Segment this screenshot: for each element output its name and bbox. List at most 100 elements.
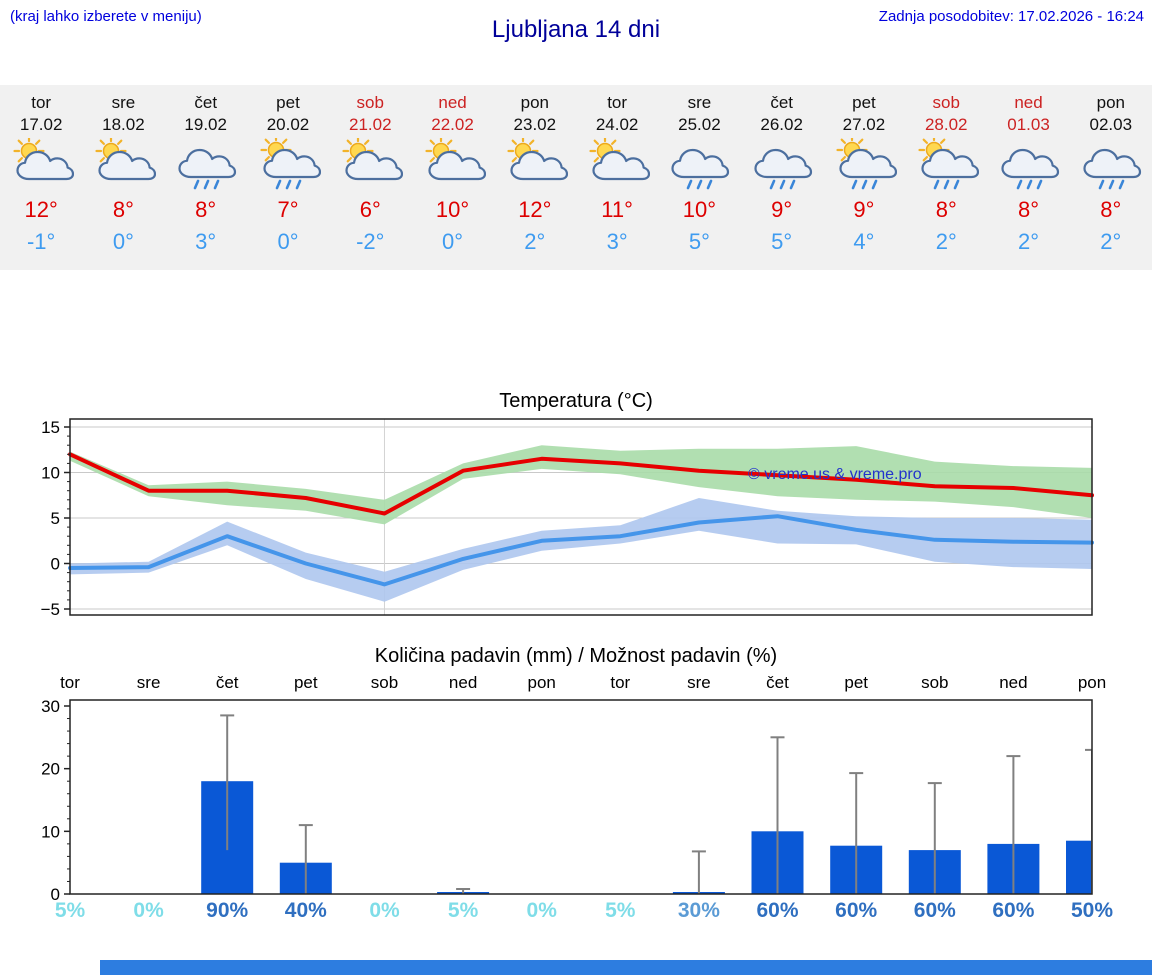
cloud-rain-icon	[1070, 138, 1152, 196]
temp-max: 8°	[1017, 197, 1040, 222]
temp-max: 8°	[112, 197, 134, 222]
precip-day-label: pon	[528, 673, 556, 692]
precip-probability: 60%	[992, 899, 1034, 922]
day-name: čet	[770, 93, 794, 112]
min-temperature-range-band	[70, 498, 1092, 602]
day-date: 01.03	[1007, 115, 1050, 134]
temp-min: 0°	[442, 229, 464, 254]
cloud-rain-icon	[741, 138, 823, 196]
day-name: pet	[276, 93, 300, 112]
temp-max: 12°	[24, 197, 58, 222]
precip-probability: 60%	[835, 899, 877, 922]
day-date: 20.02	[266, 115, 310, 134]
precip-day-label: sob	[371, 673, 398, 692]
precip-probability: 60%	[756, 899, 798, 922]
precip-probability: 40%	[285, 899, 327, 922]
precip-y-tick: 0	[51, 885, 60, 904]
temp-max: 7°	[277, 197, 299, 222]
page-title: Ljubljana 14 dni	[491, 16, 661, 43]
forecast-day[interactable]: sob 28.02 8° 2°	[905, 85, 987, 270]
max-temperature-range-band	[70, 445, 1092, 525]
forecast-day[interactable]: čet 19.02 8° 3°	[165, 85, 247, 270]
cloud-rain-icon	[658, 138, 740, 196]
day-date: 18.02	[102, 115, 145, 134]
forecast-day[interactable]: sob 21.02 6° -2°	[329, 85, 411, 270]
forecast-day[interactable]: pet 27.02 9° 4°	[823, 85, 905, 270]
forecast-day[interactable]: ned 22.02 10° 0°	[411, 85, 493, 270]
forecast-day[interactable]: sre 25.02 10° 5°	[658, 85, 740, 270]
precip-probability: 30%	[678, 899, 720, 922]
watermark: © vreme.us & vreme.pro	[748, 466, 922, 483]
temperature-chart-title: Temperatura (°C)	[499, 390, 653, 412]
sun-cloud-icon	[82, 135, 164, 196]
day-name: ned	[1014, 93, 1043, 112]
temp-y-tick: 5	[51, 509, 60, 528]
day-name: sre	[687, 93, 712, 112]
temp-min: 0°	[277, 229, 299, 254]
precip-probability: 0%	[369, 899, 400, 922]
day-date: 26.02	[760, 115, 803, 134]
day-name: čet	[194, 93, 218, 112]
day-name: tor	[31, 93, 52, 112]
precip-whisker	[691, 850, 706, 894]
temp-min: -1°	[26, 229, 56, 254]
precip-day-label: tor	[60, 673, 80, 692]
temp-max: 8°	[935, 197, 957, 222]
forecast-day[interactable]: tor 17.02 12° -1°	[0, 85, 82, 270]
sun-cloud-icon	[494, 135, 576, 196]
precip-day-label: ned	[999, 673, 1027, 692]
precip-day-label: sob	[921, 673, 948, 692]
precip-day-label: pet	[294, 673, 318, 692]
precip-bar	[1066, 840, 1092, 894]
precip-day-label: pon	[1078, 673, 1106, 692]
precip-day-label: čet	[766, 673, 789, 692]
temp-max: 10°	[435, 197, 470, 222]
temp-min: 2°	[935, 229, 957, 254]
day-name: tor	[607, 93, 628, 112]
precip-whisker	[1085, 748, 1092, 894]
forecast-day[interactable]: ned 01.03 8° 2°	[987, 85, 1069, 270]
forecast-day[interactable]: pet 20.02 7° 0°	[247, 85, 329, 270]
forecast-day[interactable]: pon 23.02 12° 2°	[494, 85, 576, 270]
day-date: 17.02	[19, 115, 63, 134]
temp-max: 11°	[601, 197, 633, 222]
temp-min: -2°	[356, 229, 385, 254]
precip-probability: 0%	[527, 899, 558, 922]
precip-whisker	[220, 714, 235, 851]
temp-max: 8°	[1100, 197, 1122, 222]
forecast-day[interactable]: tor 24.02 11° 3°	[576, 85, 658, 270]
temp-y-tick: 15	[41, 418, 60, 437]
temp-y-tick: 0	[51, 555, 60, 574]
precip-day-label: tor	[610, 673, 630, 692]
forecast-day[interactable]: sre 18.02 8° 0°	[82, 85, 164, 270]
temp-y-tick: 10	[41, 464, 60, 483]
day-date: 24.02	[595, 115, 639, 134]
temp-min: 3°	[606, 229, 628, 254]
sun-cloud-rain-icon	[247, 134, 329, 196]
precip-day-label: sre	[687, 673, 711, 692]
temp-y-tick: −5	[41, 600, 60, 619]
day-date: 02.03	[1089, 115, 1133, 134]
day-date: 19.02	[184, 115, 227, 134]
forecast-day[interactable]: čet 26.02 9° 5°	[741, 85, 823, 270]
temp-min: 2°	[1017, 229, 1040, 254]
temp-min: 5°	[688, 229, 710, 254]
temp-max: 8°	[195, 197, 217, 222]
precip-probability: 50%	[1071, 899, 1113, 922]
cloud-rain-icon	[165, 138, 247, 196]
precip-probability: 90%	[206, 899, 248, 922]
temp-min: 2°	[524, 229, 546, 254]
last-update-text: Zadnja posodobitev: 17.02.2026 - 16:24	[878, 8, 1144, 25]
day-date: 27.02	[842, 115, 886, 134]
sun-cloud-rain-icon	[823, 134, 905, 196]
precip-probability: 5%	[605, 899, 636, 922]
day-name: sre	[111, 93, 136, 112]
day-name: pon	[1096, 93, 1125, 112]
min-temperature-line	[68, 514, 1094, 587]
day-date: 28.02	[924, 115, 968, 134]
precipitation-chart-title: Količina padavin (mm) / Možnost padavin …	[374, 645, 778, 667]
precip-whisker	[456, 888, 471, 894]
forecast-day[interactable]: pon 02.03 8° 2°	[1070, 85, 1152, 270]
day-date: 22.02	[431, 115, 474, 134]
precip-probability: 0%	[133, 899, 164, 922]
